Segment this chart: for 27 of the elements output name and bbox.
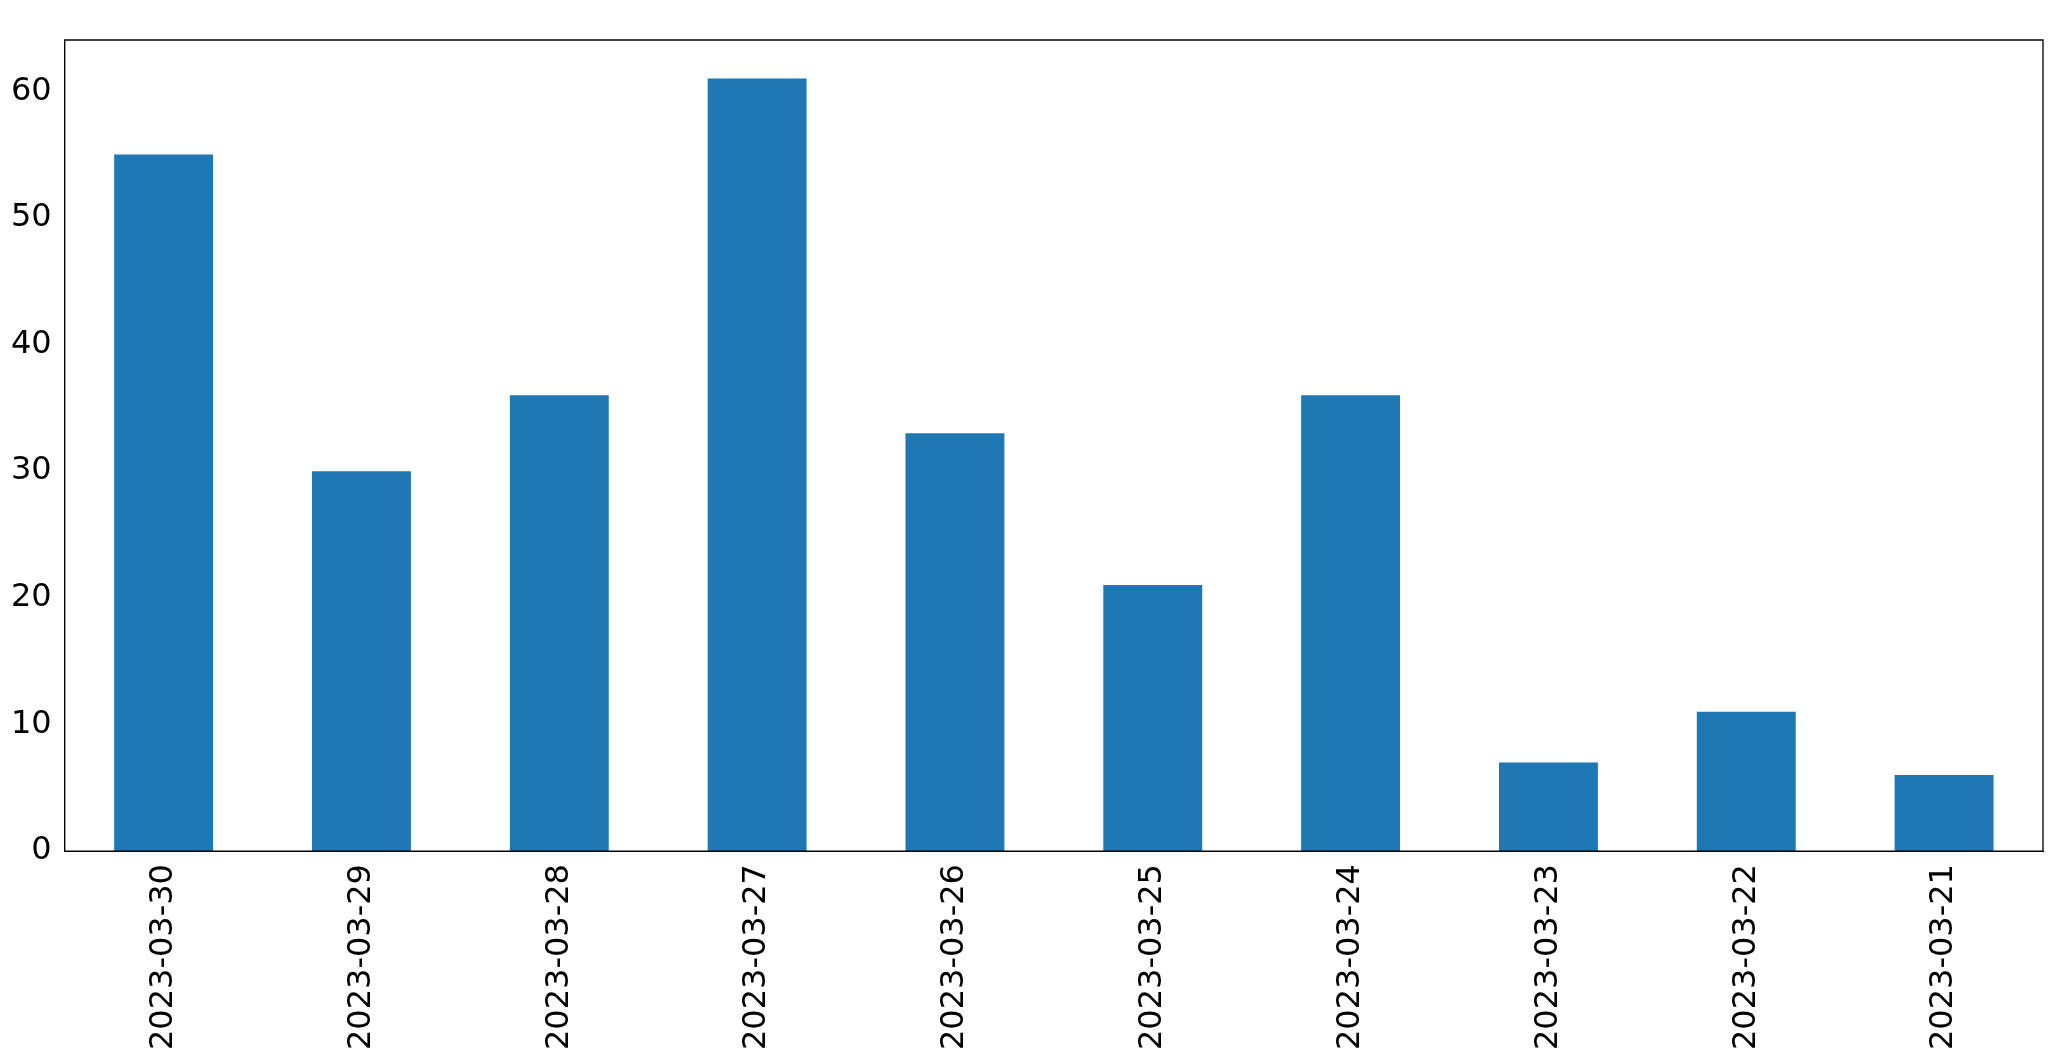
bar: [1498, 762, 1598, 852]
y-tick-label: 10: [11, 702, 52, 741]
x-tick-label: 2023-03-26: [933, 864, 972, 1050]
bar: [905, 433, 1005, 852]
bar: [1696, 711, 1796, 852]
bar: [312, 471, 411, 852]
y-tick-label: 0: [31, 829, 52, 868]
y-tick-label: 60: [11, 69, 52, 108]
x-tick-label: 2023-03-29: [339, 864, 378, 1050]
x-tick-label: 2023-03-22: [1724, 864, 1763, 1050]
y-tick-label: 30: [11, 449, 52, 488]
bar: [114, 154, 214, 852]
x-tick-label: 2023-03-30: [141, 864, 180, 1050]
x-tick-label: 2023-03-24: [1328, 864, 1367, 1050]
bar: [1894, 775, 1994, 852]
y-tick-label: 50: [11, 196, 52, 235]
x-tick-label: 2023-03-25: [1131, 864, 1170, 1050]
bar: [1103, 585, 1203, 852]
y-tick-label: 20: [11, 576, 52, 615]
y-tick-label: 40: [11, 322, 52, 361]
bar: [509, 395, 609, 852]
x-tick-label: 2023-03-27: [735, 864, 774, 1050]
bar: [1301, 395, 1401, 852]
x-tick-label: 2023-03-28: [537, 864, 576, 1050]
x-tick-label: 2023-03-21: [1922, 864, 1961, 1050]
bar: [707, 78, 807, 852]
x-tick-label: 2023-03-23: [1526, 864, 1565, 1050]
